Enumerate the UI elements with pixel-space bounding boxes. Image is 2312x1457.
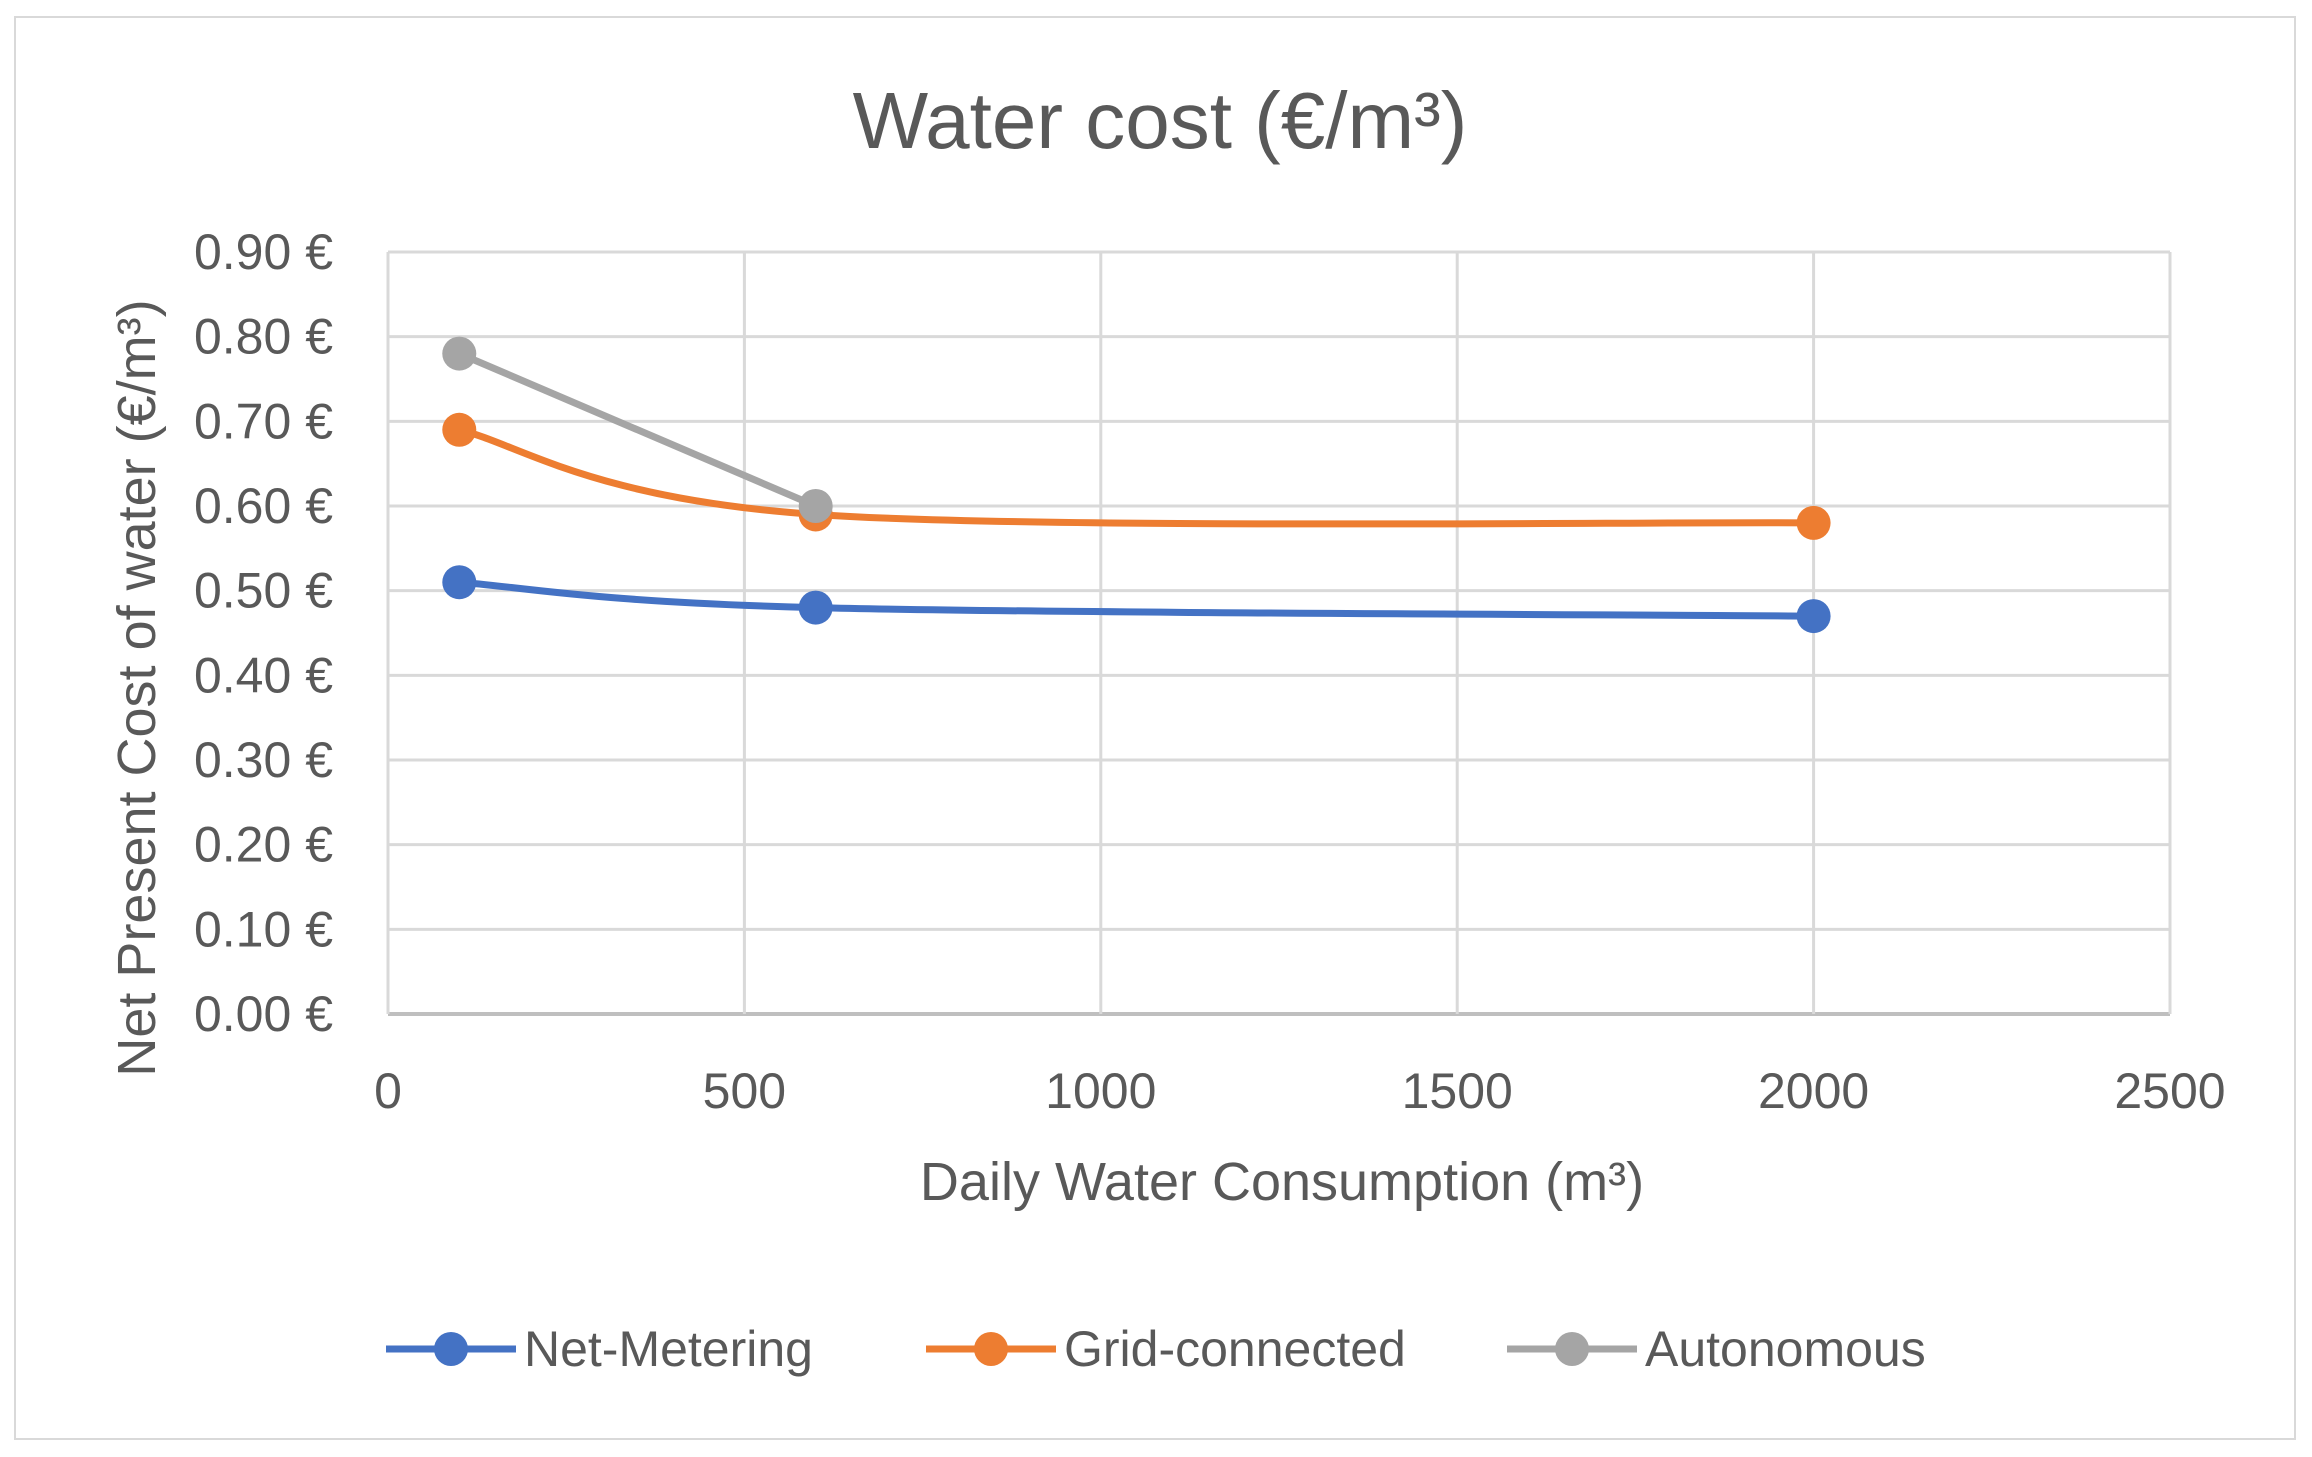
y-tick-label: 0.20 € (194, 817, 333, 873)
x-axis-label: Daily Water Consumption (m³) (920, 1152, 1644, 1212)
legend-marker-grid-connected (974, 1332, 1008, 1366)
y-tick-label: 0.90 € (194, 224, 333, 280)
legend-label-grid-connected: Grid-connected (1064, 1321, 1406, 1377)
series-autonomous (442, 336, 833, 523)
legend-item-autonomous: Autonomous (1507, 1321, 1926, 1377)
data-point-grid-connected (442, 412, 477, 447)
legend-label-autonomous: Autonomous (1645, 1321, 1926, 1377)
series-line-net-metering (455, 578, 1818, 620)
legend-marker-net-metering (434, 1332, 468, 1366)
y-tick-label: 0.30 € (194, 732, 333, 788)
data-point-net-metering (442, 565, 477, 600)
series-layer (442, 336, 1831, 634)
series-line-grid-connected (455, 426, 1818, 528)
data-point-net-metering (1796, 599, 1831, 634)
data-point-grid-connected (1796, 505, 1831, 540)
x-tick-label: 500 (703, 1063, 786, 1119)
x-tick-label: 2500 (2114, 1063, 2225, 1119)
legend-label-net-metering: Net-Metering (524, 1321, 813, 1377)
y-tick-label: 0.60 € (194, 478, 333, 534)
data-point-autonomous (798, 489, 833, 523)
series-net-metering (442, 565, 1831, 634)
x-tick-label: 0 (374, 1063, 402, 1119)
x-tick-label: 1000 (1045, 1063, 1156, 1119)
grid (386, 250, 2172, 1016)
series-line-autonomous (455, 350, 820, 510)
y-tick-label: 0.50 € (194, 563, 333, 619)
data-point-net-metering (798, 590, 833, 625)
y-tick-label: 0.70 € (194, 393, 333, 449)
axes: 0.00 € 0.10 € 0.20 € 0.30 € 0.40 € 0.50 € 0.60… (194, 224, 2226, 1119)
y-tick-label: 0.80 € (194, 309, 333, 365)
y-tick-label: 0.10 € (194, 901, 333, 957)
y-tick-label: 0.40 € (194, 647, 333, 703)
x-tick-label: 2000 (1758, 1063, 1869, 1119)
chart-title: Water cost (€/m³) (853, 76, 1468, 165)
legend-item-net-metering: Net-Metering (386, 1321, 813, 1377)
legend-marker-autonomous (1555, 1332, 1589, 1366)
y-axis-label: Net Present Cost of water (€/m³) (107, 299, 167, 1076)
x-tick-label: 1500 (1402, 1063, 1513, 1119)
legend-item-grid-connected: Grid-connected (926, 1321, 1406, 1377)
data-point-autonomous (442, 336, 477, 371)
legend: Net-Metering Grid-connected Autonomous (386, 1321, 1926, 1377)
y-tick-label: 0.00 € (194, 986, 333, 1042)
